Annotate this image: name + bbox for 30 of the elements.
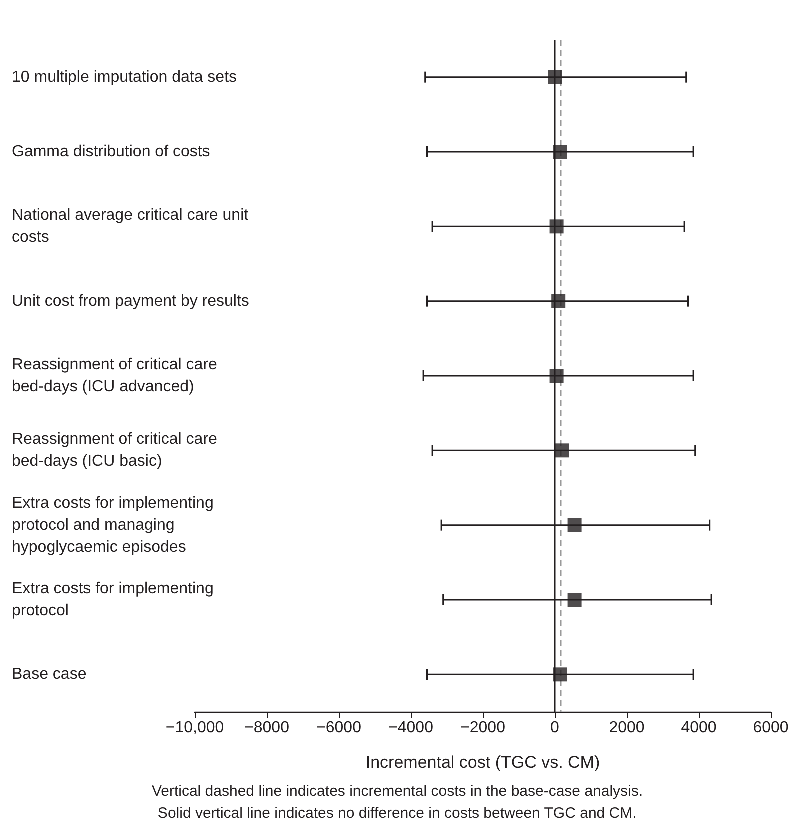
y-tick-label: Unit cost from payment by results [12, 292, 250, 310]
point [568, 593, 582, 607]
x-tick-label: −10,000 [166, 720, 224, 736]
x-tick-label: 4000 [681, 720, 717, 736]
x-tick-label: −2000 [460, 720, 506, 736]
y-tick-label: Extra costs for implementing protocol and managing hypoglycaemic episodes [12, 494, 218, 556]
text: Solid vertical line indicates no difference in costs between TGC and CM. [158, 805, 637, 822]
y-tick-label: 10 multiple imputation data sets [12, 68, 238, 86]
y-tick-label: Reassignment of critical care bed-days (ICU advanced) [12, 356, 222, 396]
point [555, 444, 570, 458]
point [548, 70, 562, 84]
point [568, 518, 582, 532]
point [550, 220, 564, 234]
y-tick-label: Gamma distribution of costs [12, 144, 210, 160]
x-tick-label: 6000 [753, 720, 789, 736]
y-tick-label: Base case [12, 666, 87, 684]
x-tick-label: −8000 [244, 720, 290, 736]
point [553, 145, 568, 159]
x-tick-label: 2000 [609, 720, 645, 736]
x-axis-title: Incremental cost (TGC vs. CM) [366, 753, 600, 772]
x-tick-label: 0 [550, 720, 560, 736]
point [550, 369, 564, 383]
x-tick-label: −6000 [316, 720, 362, 736]
x-tick-label: −4000 [388, 720, 434, 736]
point [553, 668, 568, 682]
y-tick-label: Reassignment of critical care bed-days (ICU basic) [12, 431, 222, 470]
y-tick-label: National average critical care unit costs [12, 207, 254, 246]
y-tick-label: Extra costs for implementing protocol [12, 580, 218, 620]
point [552, 294, 566, 308]
text: Vertical dashed line indicates incremental costs in the base-case analysis. [152, 783, 644, 800]
